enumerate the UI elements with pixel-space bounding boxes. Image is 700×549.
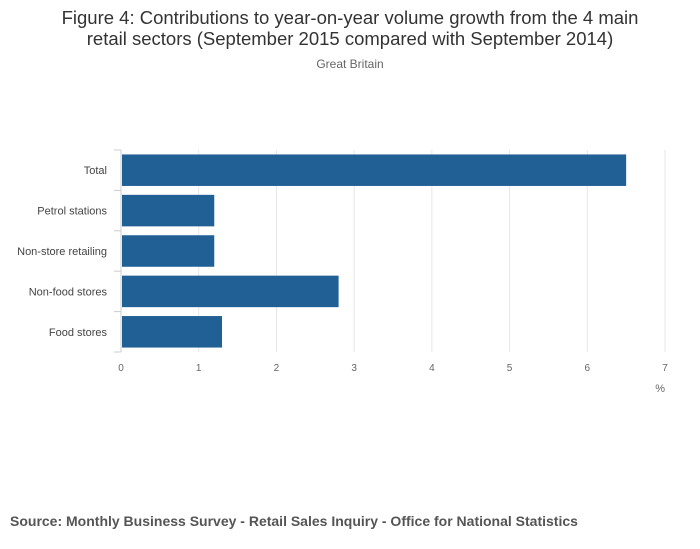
- bar-total[interactable]: [122, 154, 627, 186]
- x-tick-label: 2: [274, 363, 280, 374]
- chart-title: Figure 4: Contributions to year-on-year …: [0, 7, 700, 49]
- x-tick-label: 7: [662, 363, 668, 374]
- y-category-label: Total: [84, 165, 107, 177]
- y-category-label: Non-store retailing: [17, 246, 107, 258]
- x-tick-label: 0: [118, 363, 124, 374]
- y-axis: Total Petrol stations Non-store retailing N…: [17, 149, 122, 353]
- x-tick-label: 3: [351, 363, 357, 374]
- bar-non-store-retailing[interactable]: [122, 235, 215, 267]
- x-tick-label: 4: [429, 363, 435, 374]
- x-tick-label: 6: [585, 363, 591, 374]
- bar-non-food-stores[interactable]: [122, 275, 339, 308]
- bar-food-stores[interactable]: [122, 316, 223, 348]
- y-category-label: Petrol stations: [37, 206, 107, 218]
- chart-subtitle: Great Britain: [316, 57, 384, 71]
- y-category-label: Food stores: [49, 327, 108, 339]
- chart-title-line-2: retail sectors (September 2015 compared …: [86, 28, 614, 49]
- chart-title-line-1: Figure 4: Contributions to year-on-year …: [61, 7, 639, 28]
- x-axis-label: %: [655, 383, 665, 395]
- x-axis: 0 1 2 3 4 5 6 7: [118, 363, 668, 374]
- bar-petrol-stations[interactable]: [122, 194, 215, 227]
- bars: [122, 154, 627, 348]
- x-tick-label: 1: [196, 363, 202, 374]
- source-note: Source: Monthly Business Survey - Retail…: [10, 513, 578, 529]
- x-tick-label: 5: [507, 363, 513, 374]
- y-category-label: Non-food stores: [29, 286, 108, 298]
